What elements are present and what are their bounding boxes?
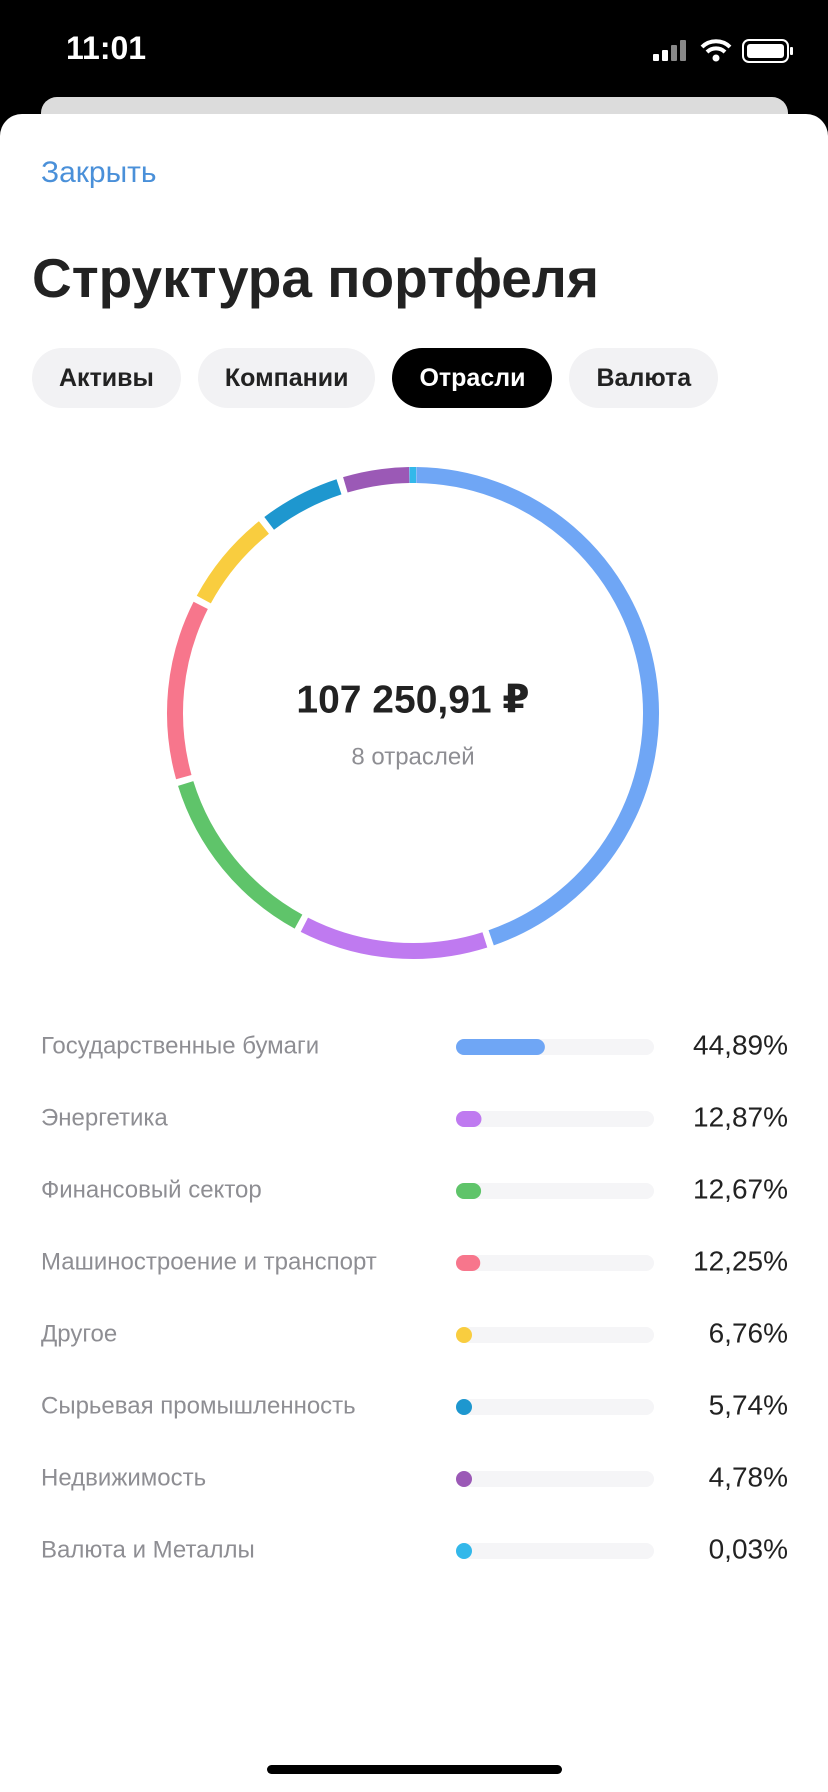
donut-segment <box>343 467 410 493</box>
donut-segment <box>178 781 303 929</box>
value-label: 5,74% <box>709 1389 788 1420</box>
value-label: 12,25% <box>693 1245 788 1276</box>
status-bar: 11:01 <box>0 0 828 114</box>
tab[interactable]: Валюта <box>569 348 719 408</box>
legend-label: Другое <box>41 1320 117 1347</box>
bar-track <box>456 1111 654 1127</box>
legend-label: Государственные бумаги <box>41 1032 319 1059</box>
bar-track <box>456 1399 654 1415</box>
bar <box>456 1183 482 1199</box>
bar-track <box>456 1183 654 1199</box>
center-value: 107 250,91 ₽ <box>296 678 529 721</box>
status-time: 11:01 <box>66 30 147 66</box>
bar <box>456 1543 472 1559</box>
home-indicator <box>267 1765 562 1774</box>
donut-segment <box>300 917 488 959</box>
sheet: Закрыть Структура портфеля Активы Компани… <box>0 114 828 1792</box>
legend-label: Машиностроение и транспорт <box>41 1248 377 1275</box>
value-label: 0,03% <box>709 1533 788 1564</box>
legend-label: Энергетика <box>41 1104 168 1131</box>
center-label: 8 отраслей <box>351 743 474 770</box>
value-label: 12,87% <box>693 1101 788 1132</box>
close-button[interactable]: Закрыть <box>41 156 157 189</box>
value-label: 44,89% <box>693 1029 788 1060</box>
value-label: 4,78% <box>709 1461 788 1492</box>
tab[interactable]: Компании <box>197 348 376 408</box>
bar-track <box>456 1471 654 1487</box>
value-label: 12,67% <box>693 1173 788 1204</box>
bar <box>456 1255 481 1271</box>
legend-label: Недвижимость <box>41 1464 206 1491</box>
tabs: Активы Компании Отрасли Валюта <box>32 348 719 408</box>
bar <box>456 1399 472 1415</box>
value-label: 6,76% <box>709 1317 788 1348</box>
legend-label: Сырьевая промышленность <box>41 1392 356 1419</box>
donut-segment <box>264 479 342 530</box>
legend-label: Финансовый сектор <box>41 1176 262 1203</box>
bar-track <box>456 1255 654 1271</box>
bar <box>456 1471 472 1487</box>
donut-segment <box>196 521 270 604</box>
tab[interactable]: Активы <box>32 348 181 408</box>
bar-track <box>456 1543 654 1559</box>
legend-label: Валюта и Металлы <box>41 1536 255 1563</box>
status-icons <box>653 39 793 63</box>
bar-track <box>456 1327 654 1343</box>
bar <box>456 1327 472 1343</box>
tab[interactable]: Отрасли <box>392 348 553 408</box>
donut-segment <box>416 467 659 946</box>
page-title: Структура портфеля <box>32 247 599 309</box>
donut-segment <box>167 601 208 780</box>
chart: 107 250,91 ₽ 8 отраслей Государственные бу… <box>41 466 788 1564</box>
bar <box>456 1039 545 1055</box>
bar <box>456 1111 482 1127</box>
